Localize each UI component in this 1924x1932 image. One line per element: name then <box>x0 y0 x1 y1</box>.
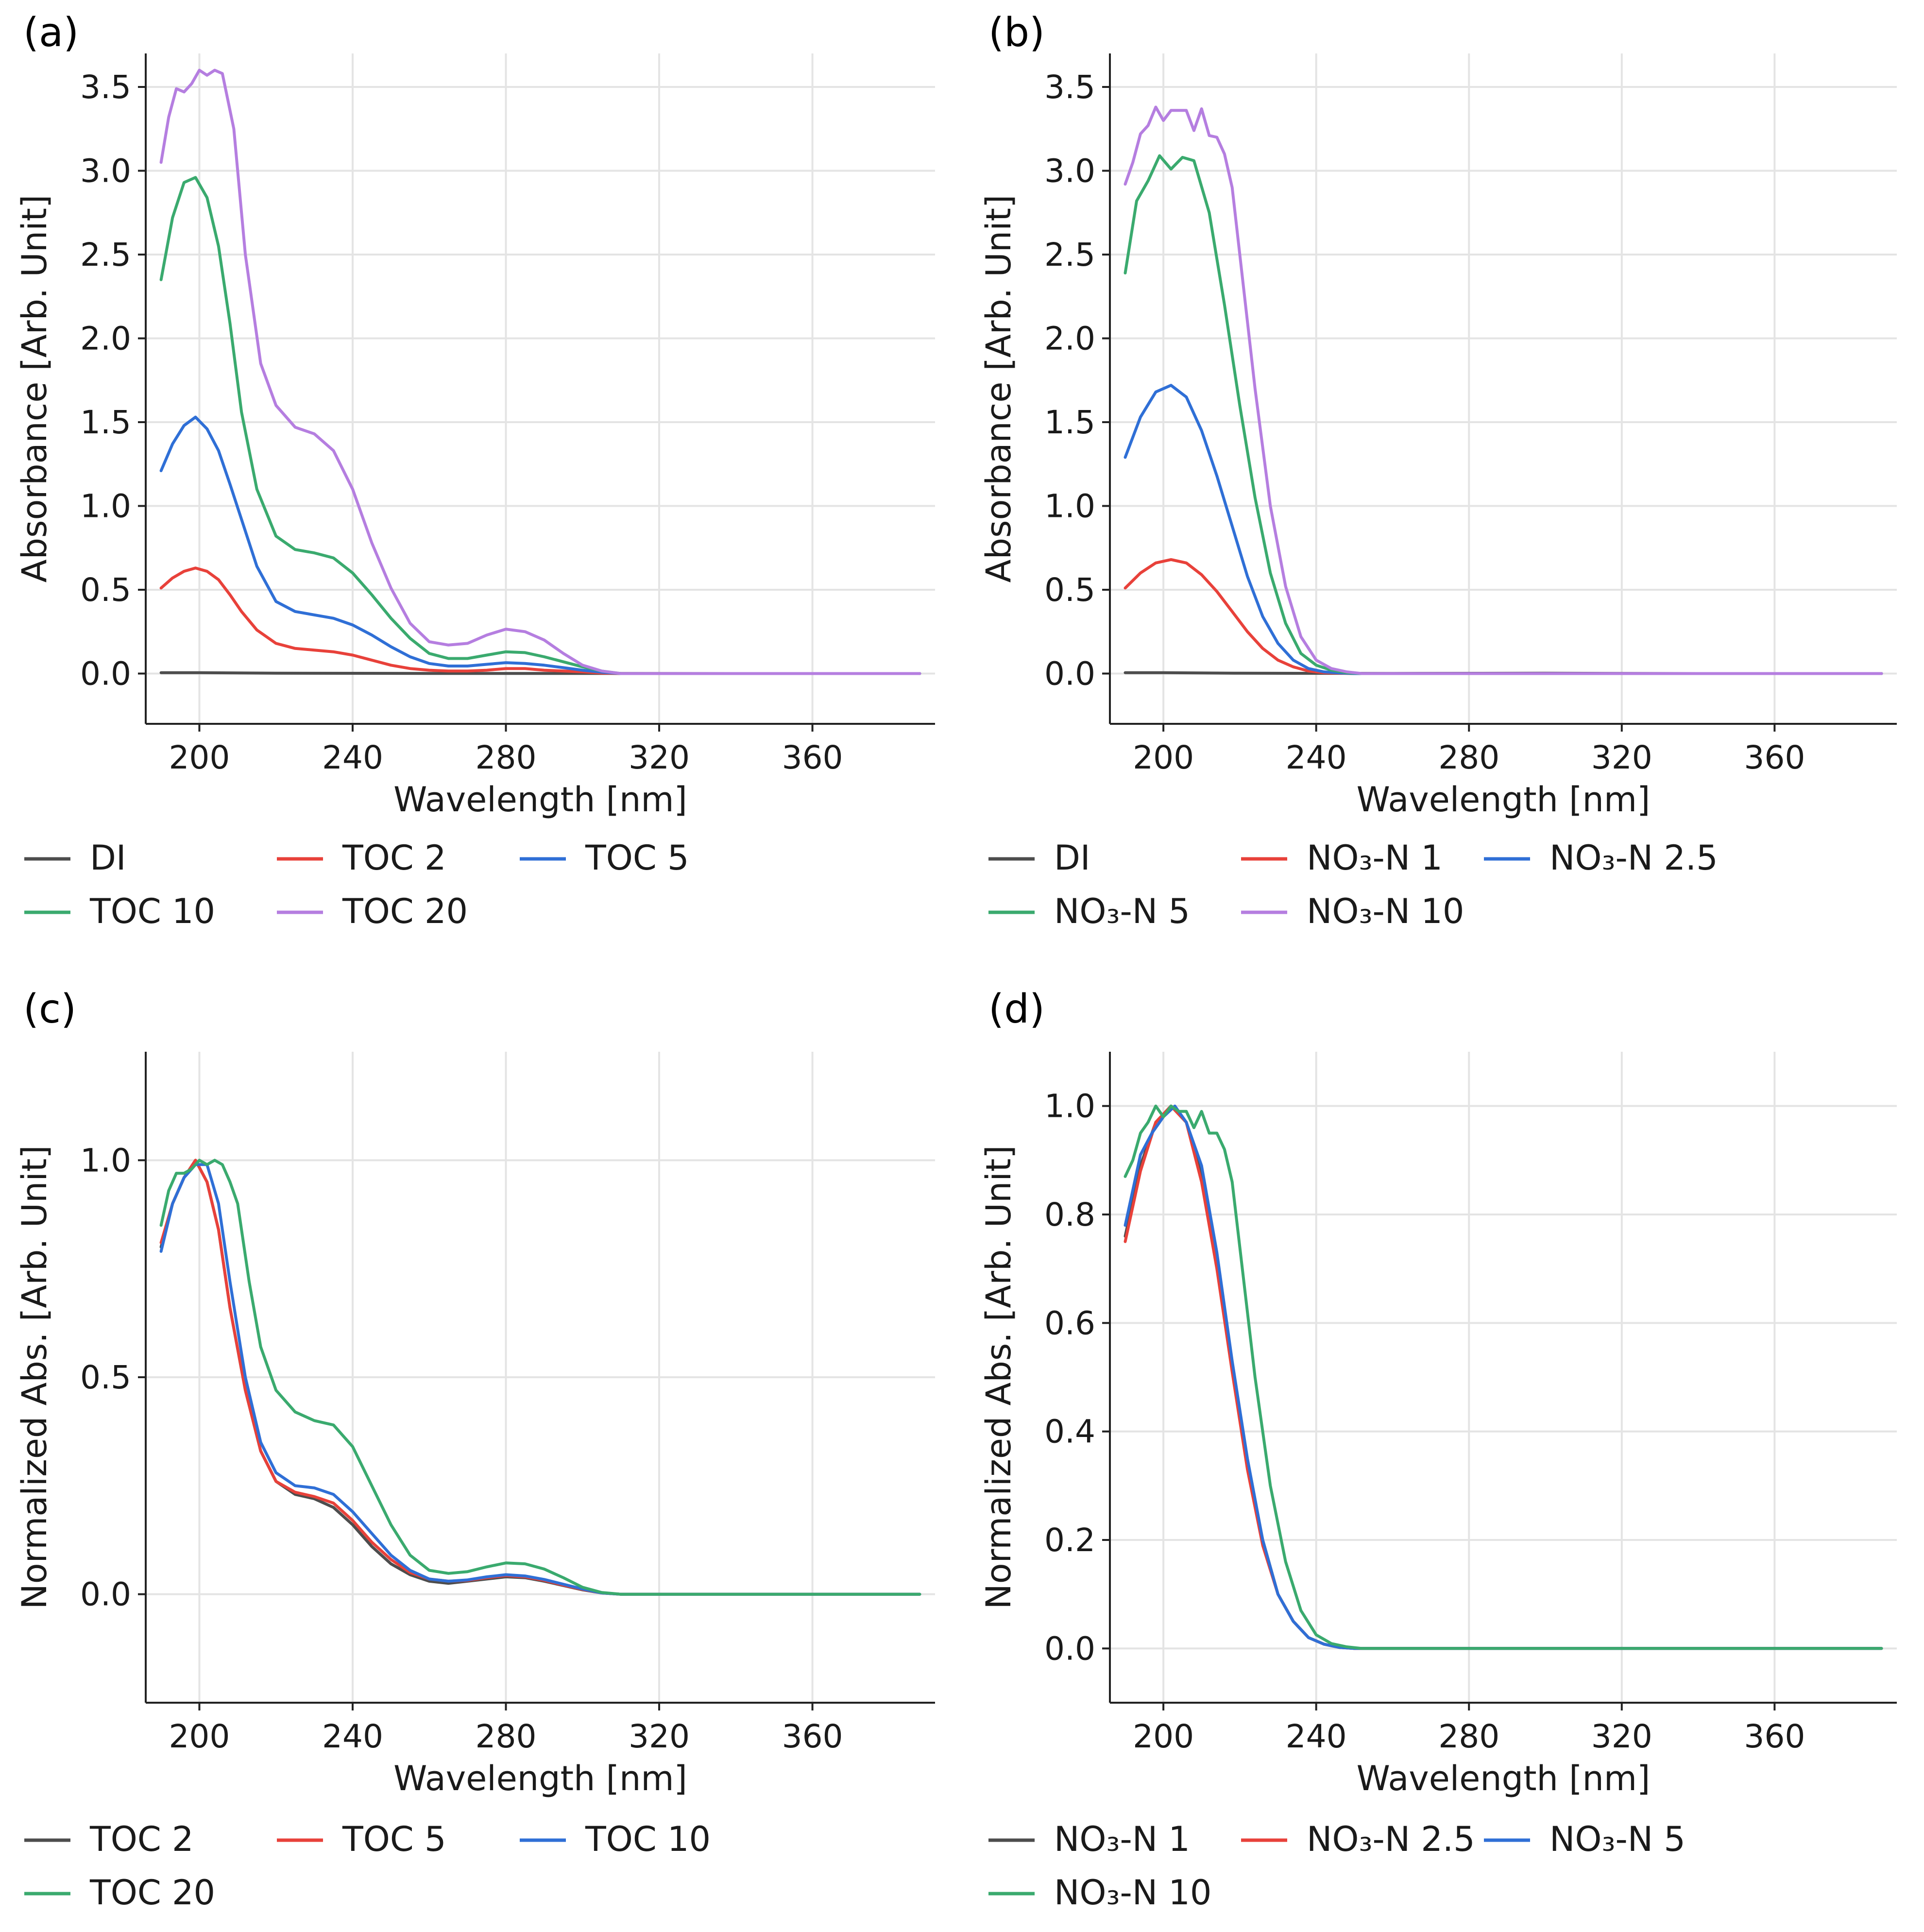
y-tick-label: 0.8 <box>1044 1196 1095 1233</box>
y-tick-label: 0.6 <box>1044 1304 1095 1342</box>
legend: DI TOC 2 TOC 5 TOC 10 TOC 20 <box>24 838 689 931</box>
series-line <box>1124 558 1883 675</box>
x-tick-label: 280 <box>1438 1718 1499 1755</box>
x-tick-label: 200 <box>169 1718 230 1755</box>
x-tick-label: 200 <box>1133 739 1194 776</box>
x-tick-label: 360 <box>782 1718 843 1755</box>
legend-label: TOC 5 <box>342 1819 446 1859</box>
panel-label: (b) <box>988 10 1045 56</box>
y-tick-label: 1.0 <box>80 1142 131 1179</box>
x-axis-title: Wavelength [nm] <box>393 1759 687 1798</box>
legend-label: TOC 10 <box>585 1819 711 1859</box>
x-tick-label: 200 <box>1133 1718 1194 1755</box>
legend-label: TOC 20 <box>89 1873 215 1913</box>
y-axis-title: Normalized Abs. [Arb. Unit] <box>979 1145 1019 1609</box>
legend-label: TOC 2 <box>342 838 446 878</box>
legend: TOC 2 TOC 5 TOC 10 TOC 20 <box>24 1819 711 1913</box>
y-tick-label: 0.0 <box>1044 655 1095 693</box>
y-tick-label: 3.5 <box>1044 68 1095 106</box>
series-line <box>159 566 921 675</box>
y-tick-label: 3.0 <box>1044 153 1095 190</box>
y-tick-label: 0.4 <box>1044 1413 1095 1451</box>
legend-label: NO₃-N 1 <box>1307 838 1443 878</box>
x-tick-label: 320 <box>1591 1718 1652 1755</box>
legend-label: NO₃-N 5 <box>1054 891 1190 931</box>
y-tick-label: 0.5 <box>80 1359 131 1396</box>
legend-label: TOC 10 <box>89 891 215 931</box>
y-tick-label: 1.0 <box>1044 488 1095 525</box>
y-axis-title: Absorbance [Arb. Unit] <box>979 195 1019 583</box>
chart-panel-c: 200 240 280 320 360 0.0 0.5 1.0 Wavelength [nm] N… <box>15 986 935 1913</box>
x-tick-label: 320 <box>629 739 690 776</box>
series-line <box>159 1163 921 1596</box>
x-tick-label: 240 <box>322 739 383 776</box>
legend-label: TOC 20 <box>342 891 468 931</box>
legend-label: TOC 2 <box>89 1819 194 1859</box>
panel-label: (c) <box>23 986 76 1032</box>
legend-label: NO₃-N 2.5 <box>1549 838 1718 878</box>
series-line <box>1124 384 1883 675</box>
series-line <box>159 68 921 675</box>
y-tick-label: 1.5 <box>80 404 131 441</box>
x-tick-label: 200 <box>169 739 230 776</box>
x-tick-label: 240 <box>1286 1718 1347 1755</box>
chart-panel-d: 200 240 280 320 360 0.0 0.2 0.4 0.6 0.8 1.0 Wavelen… <box>979 986 1897 1913</box>
x-tick-label: 320 <box>1591 739 1652 776</box>
y-tick-label: 1.5 <box>1044 404 1095 441</box>
x-axis-title: Wavelength [nm] <box>393 780 687 820</box>
panel-label: (d) <box>988 986 1045 1032</box>
x-tick-label: 240 <box>1286 739 1347 776</box>
series-line <box>1124 1104 1883 1650</box>
x-tick-label: 360 <box>1744 739 1805 776</box>
y-tick-label: 2.0 <box>1044 320 1095 358</box>
x-tick-label: 280 <box>476 739 537 776</box>
y-tick-label: 0.0 <box>80 1576 131 1613</box>
legend-label: NO₃-N 2.5 <box>1307 1819 1475 1859</box>
y-tick-label: 0.0 <box>80 655 131 693</box>
legend-label: DI <box>90 838 126 878</box>
series-line <box>159 415 921 675</box>
y-tick-label: 0.5 <box>1044 571 1095 609</box>
series-line <box>1124 1104 1883 1650</box>
y-tick-label: 3.5 <box>80 68 131 106</box>
legend-label: DI <box>1054 838 1090 878</box>
chart-panel-b: 200 240 280 320 360 0.0 0.5 1.0 1.5 2.0 2.5 3.0 3.5 W… <box>979 10 1897 931</box>
y-tick-label: 2.5 <box>80 236 131 274</box>
y-tick-label: 0.0 <box>1044 1630 1095 1667</box>
y-tick-label: 0.2 <box>1044 1522 1095 1559</box>
y-tick-label: 1.0 <box>1044 1088 1095 1125</box>
y-tick-label: 1.0 <box>80 488 131 525</box>
panel-label: (a) <box>23 10 79 56</box>
y-axis-title: Absorbance [Arb. Unit] <box>15 195 54 583</box>
x-axis-title: Wavelength [nm] <box>1357 780 1651 820</box>
legend-label: NO₃-N 1 <box>1054 1819 1190 1859</box>
y-tick-label: 2.0 <box>80 320 131 358</box>
x-tick-label: 360 <box>1744 1718 1805 1755</box>
x-axis-title: Wavelength [nm] <box>1357 1759 1651 1798</box>
legend: DI NO₃-N 1 NO₃-N 2.5 NO₃-N 5 NO₃-N 10 <box>988 838 1718 931</box>
legend-label: NO₃-N 5 <box>1549 1819 1686 1859</box>
legend-label: NO₃-N 10 <box>1054 1873 1211 1913</box>
legend-label: TOC 5 <box>585 838 689 878</box>
y-axis-title: Normalized Abs. [Arb. Unit] <box>15 1145 54 1609</box>
legend-label: NO₃-N 10 <box>1307 891 1464 931</box>
series-line <box>1124 1104 1883 1650</box>
y-tick-label: 0.5 <box>80 571 131 609</box>
y-tick-label: 3.0 <box>80 153 131 190</box>
series-line <box>1124 1104 1883 1650</box>
chart-panel-a: 200 240 280 320 360 0.0 0.5 1.0 1.5 2.0 2.5 3.0 3.5 W… <box>15 10 935 931</box>
series-line <box>159 1159 921 1596</box>
series-line <box>1124 105 1883 675</box>
x-tick-label: 360 <box>782 739 843 776</box>
legend: NO₃-N 1 NO₃-N 2.5 NO₃-N 5 NO₃-N 10 <box>988 1819 1686 1913</box>
x-tick-label: 240 <box>322 1718 383 1755</box>
x-tick-label: 280 <box>476 1718 537 1755</box>
x-tick-label: 280 <box>1438 739 1499 776</box>
y-tick-label: 2.5 <box>1044 236 1095 274</box>
x-tick-label: 320 <box>629 1718 690 1755</box>
